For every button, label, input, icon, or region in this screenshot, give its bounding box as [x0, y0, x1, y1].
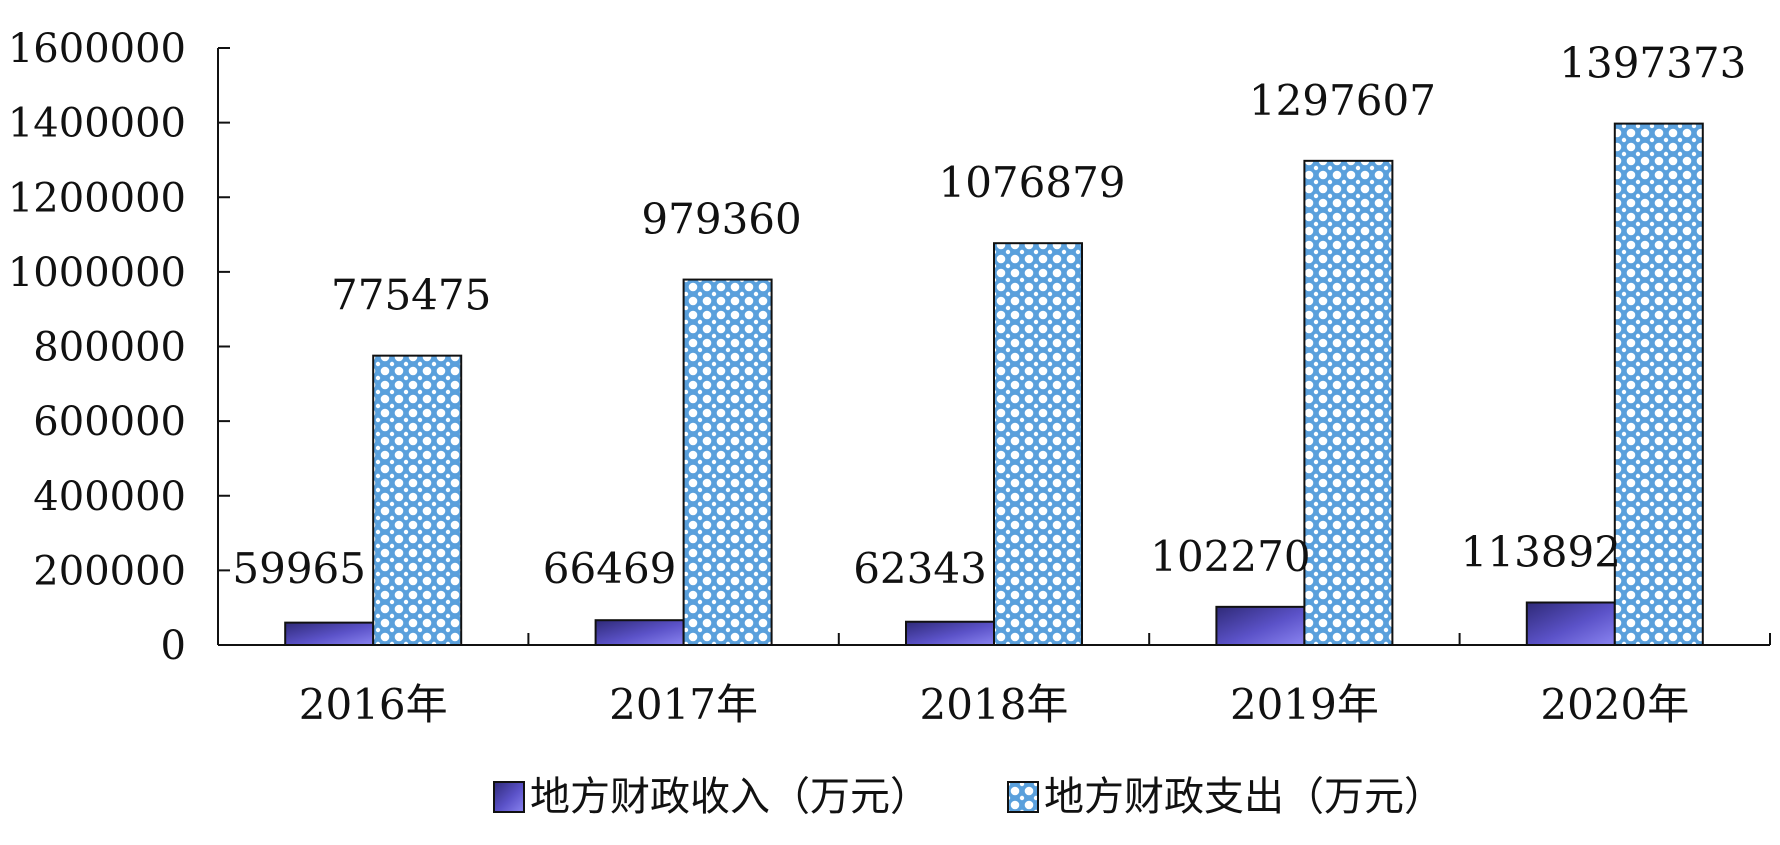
x-tick-label: 2018年: [920, 680, 1069, 729]
y-tick-label: 200000: [33, 548, 186, 594]
expense-data-label: 1297607: [1249, 76, 1436, 125]
legend-swatch-expense: [1007, 781, 1039, 813]
x-tick-label: 2020年: [1540, 680, 1689, 729]
legend-label-income: 地方财政收入（万元）: [530, 774, 930, 820]
income-bar: [1525, 601, 1616, 646]
expense-data-label: 775475: [331, 271, 491, 320]
legend-label-expense: 地方财政支出（万元）: [1044, 774, 1444, 820]
legend: 地方财政收入（万元） 地方财政支出（万元）: [493, 774, 1444, 820]
legend-swatch-income: [493, 781, 525, 813]
y-tick-label: 1200000: [8, 175, 186, 221]
y-tick-label: 800000: [33, 325, 186, 371]
y-tick-label: 400000: [33, 474, 186, 520]
income-bar: [1215, 605, 1306, 647]
x-tick-label: 2019年: [1230, 680, 1379, 729]
y-tick-label: 1000000: [8, 250, 186, 296]
income-bar: [284, 621, 375, 646]
income-data-label: 62343: [853, 544, 987, 593]
expense-bar: [993, 242, 1083, 647]
x-tick-label: 2017年: [609, 680, 758, 729]
expense-data-label: 979360: [641, 195, 801, 244]
income-bar: [905, 620, 995, 647]
income-data-label: 66469: [543, 544, 677, 593]
x-tick-label: 2016年: [299, 680, 448, 729]
expense-bar: [372, 354, 463, 646]
y-tick-label: 600000: [33, 399, 186, 445]
expense-data-label: 1397373: [1559, 39, 1746, 88]
y-tick-label: 1600000: [8, 26, 186, 72]
expense-bar: [682, 278, 773, 646]
y-tick-label: 0: [161, 623, 186, 669]
y-tick-label: 1400000: [8, 101, 186, 147]
expense-data-label: 1076879: [938, 158, 1125, 207]
income-data-label: 102270: [1150, 532, 1310, 581]
expense-bar: [1303, 159, 1394, 646]
income-bar: [594, 619, 685, 646]
income-data-label: 59965: [232, 544, 366, 593]
income-data-label: 113892: [1461, 528, 1621, 577]
expense-bar: [1613, 122, 1704, 646]
